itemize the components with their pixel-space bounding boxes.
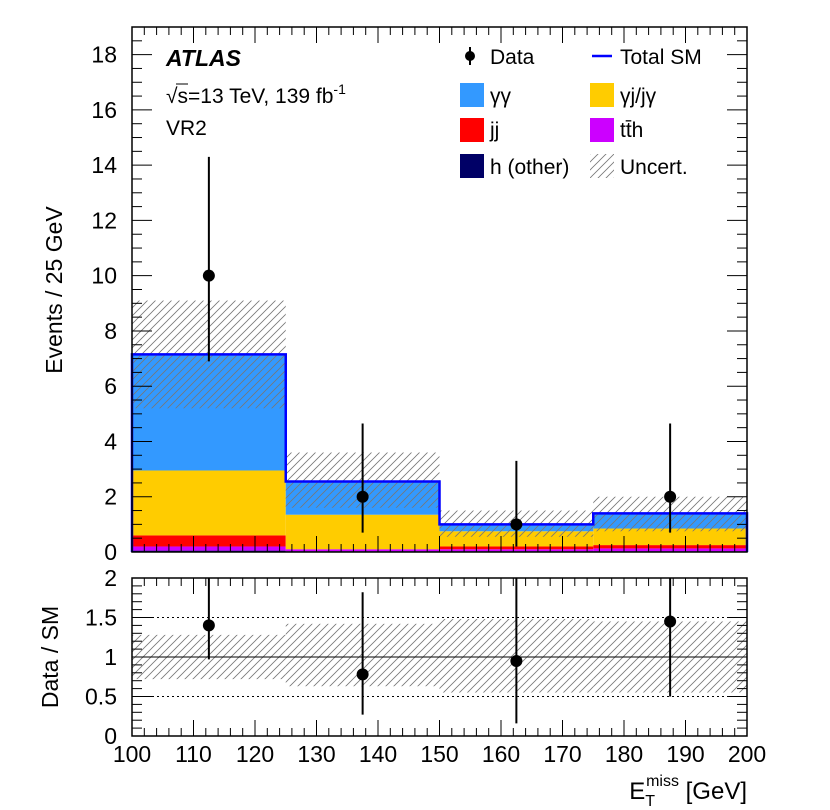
y-tick-label-4: 4 bbox=[104, 428, 117, 454]
y-tick-label-16: 16 bbox=[91, 97, 117, 123]
x-tick-label-100: 100 bbox=[113, 741, 151, 767]
ratio-y-tick-label-0: 0 bbox=[104, 723, 117, 749]
data-point-1 bbox=[356, 490, 369, 503]
x-axis-title-sup: miss bbox=[646, 773, 679, 790]
y-tick-label-18: 18 bbox=[91, 42, 117, 68]
y-tick-label-2: 2 bbox=[104, 484, 117, 510]
bar--j-j--bin-3 bbox=[593, 528, 747, 546]
ratio-point-1 bbox=[356, 668, 369, 681]
legend-yj-swatch bbox=[590, 83, 614, 107]
energy-label: √s=13 TeV, 139 fb-1 bbox=[166, 81, 346, 108]
legend-uncert-swatch bbox=[590, 154, 614, 178]
y-tick-label-8: 8 bbox=[104, 318, 117, 344]
x-axis-title-sub: T bbox=[645, 793, 655, 810]
y-axis-title: Events / 25 GeV bbox=[41, 206, 67, 374]
x-axis-title: ETmiss [GeV] bbox=[629, 773, 747, 810]
energy-label-main: √s=13 TeV, 139 fb bbox=[166, 85, 333, 108]
x-tick-label-130: 130 bbox=[297, 741, 335, 767]
ratio-y-tick-label-2: 2 bbox=[104, 565, 117, 591]
bar-tt-h-bin-3 bbox=[593, 548, 747, 552]
y-tick-label-14: 14 bbox=[91, 152, 117, 178]
legend-other-swatch bbox=[460, 154, 484, 178]
main-data-points bbox=[202, 156, 677, 547]
bar-tt-h-bin-0 bbox=[132, 546, 286, 551]
bar-jj-bin-0 bbox=[132, 535, 286, 547]
bar-tt-h-bin-2 bbox=[439, 549, 594, 552]
x-tick-label-150: 150 bbox=[420, 741, 458, 767]
ratio-reference-lines bbox=[132, 617, 747, 697]
axis-ticks bbox=[131, 26, 748, 737]
ratio-point-0 bbox=[202, 619, 215, 632]
data-point-2 bbox=[510, 518, 523, 531]
ratio-y-tick-label-1: 1 bbox=[104, 644, 117, 670]
legend-jj-swatch bbox=[460, 118, 484, 142]
legend-total-sm-label: Total SM bbox=[620, 46, 702, 69]
legend-tth-label: tt̄h bbox=[620, 119, 643, 142]
x-tick-label-190: 190 bbox=[666, 741, 704, 767]
bar-tt-h-bin-1 bbox=[285, 549, 440, 552]
x-tick-label-120: 120 bbox=[236, 741, 274, 767]
ratio-y-tick-label-0.5: 0.5 bbox=[85, 684, 117, 710]
x-axis-title-unit: [GeV] bbox=[679, 778, 747, 805]
x-axis-title-main: E bbox=[629, 778, 645, 805]
bar--j-j--bin-0 bbox=[132, 470, 286, 536]
tick-labels: 100 110 120 130 140 150 160 170 180 190 2000246810… bbox=[85, 42, 766, 767]
ratio-data-points bbox=[202, 578, 677, 724]
legend-uncert-label: Uncert. bbox=[620, 156, 688, 179]
legend-jj-label: jj bbox=[489, 119, 499, 142]
x-tick-label-200: 200 bbox=[728, 741, 766, 767]
legend: Data Total SM γγ γj/jγ jj tt̄h h (other)… bbox=[460, 46, 702, 179]
x-tick-label-140: 140 bbox=[359, 741, 397, 767]
data-point-0 bbox=[202, 269, 215, 282]
ratio-point-2 bbox=[510, 654, 523, 667]
ratio-point-3 bbox=[664, 615, 677, 628]
x-tick-label-160: 160 bbox=[482, 741, 520, 767]
y-tick-label-12: 12 bbox=[91, 207, 117, 233]
energy-label-sup: -1 bbox=[333, 81, 346, 97]
legend-other-label: h (other) bbox=[490, 156, 569, 179]
region-label: VR2 bbox=[166, 117, 207, 140]
legend-yj-label: γj/jγ bbox=[620, 85, 657, 108]
legend-yy-label: γγ bbox=[490, 85, 512, 108]
legend-data-marker bbox=[465, 51, 475, 61]
legend-tth-swatch bbox=[590, 118, 614, 142]
y-tick-label-10: 10 bbox=[91, 263, 117, 289]
legend-yy-swatch bbox=[460, 83, 484, 107]
bar-jj-bin-2 bbox=[439, 546, 594, 550]
x-tick-label-180: 180 bbox=[605, 741, 643, 767]
atlas-label: ATLAS bbox=[165, 45, 242, 71]
y-tick-label-0: 0 bbox=[104, 539, 117, 565]
y-tick-label-6: 6 bbox=[104, 373, 117, 399]
x-tick-label-170: 170 bbox=[543, 741, 581, 767]
data-point-3 bbox=[664, 490, 677, 503]
legend-data-label: Data bbox=[490, 46, 535, 69]
ratio-y-tick-label-1.5: 1.5 bbox=[85, 605, 117, 631]
x-tick-label-110: 110 bbox=[175, 741, 212, 767]
ratio-y-axis-title: Data / SM bbox=[37, 606, 63, 708]
bar-jj-bin-3 bbox=[593, 545, 747, 549]
ratio-uncertainty-band bbox=[132, 619, 747, 693]
